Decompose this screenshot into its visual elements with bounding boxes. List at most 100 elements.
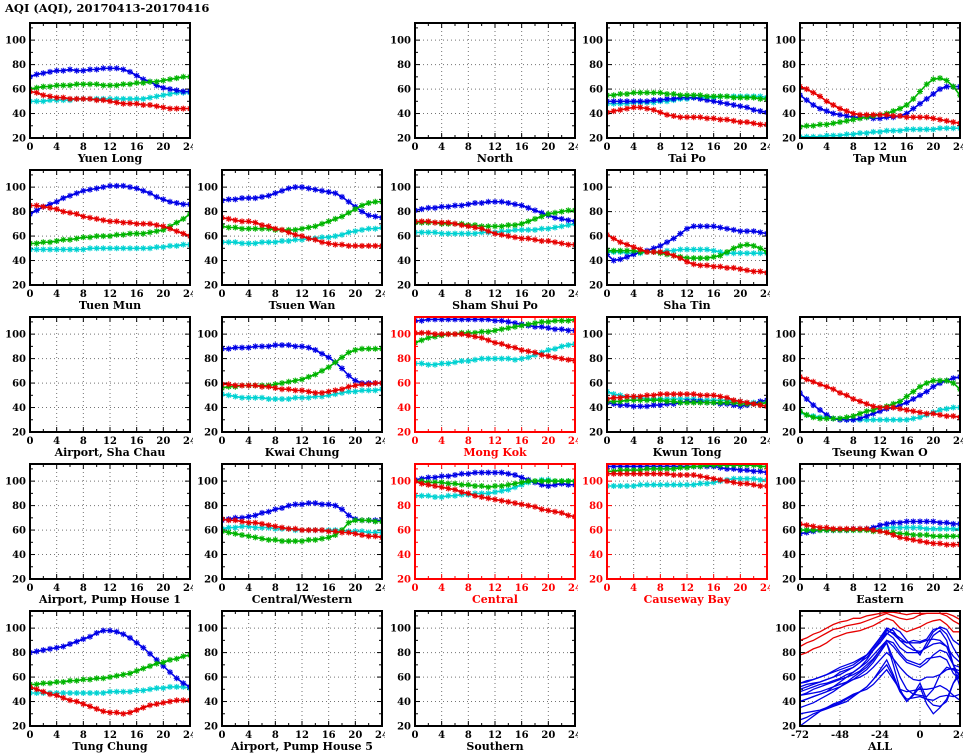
axis-tick-label: 0: [219, 583, 226, 594]
axis-tick-label: 20: [348, 583, 362, 594]
axis-tick-label: 0: [604, 583, 611, 594]
axis-tick-label: 40: [397, 697, 411, 708]
axis-tick-label: 100: [390, 183, 411, 194]
axis-tick-label: 80: [589, 354, 603, 365]
axis-tick-label: 80: [12, 648, 26, 659]
axis-tick-label: 20: [541, 142, 555, 153]
axis-tick-label: 80: [782, 354, 796, 365]
axis-tick-label: 16: [707, 436, 721, 447]
axis-tick-label: 24: [375, 436, 385, 447]
subplot-title: Tseung Kwan O: [832, 446, 928, 459]
subplot-sham-shui-po: 20 40 60 80 100 0 4 8 12 16 20 24 Sham Shui Po: [390, 169, 578, 312]
series-group: [799, 75, 961, 139]
axis-tick-label: 12: [488, 730, 502, 741]
axis-tick-label: 40: [782, 697, 796, 708]
axis-tick-label: 4: [53, 436, 60, 447]
axis-tick-label: 24: [760, 436, 770, 447]
axis-tick-label: 20: [12, 722, 26, 733]
axis-tick-label: 4: [438, 730, 445, 741]
series-group: [414, 469, 576, 520]
axis-tick-label: 20: [541, 583, 555, 594]
axis-tick-label: 16: [515, 730, 529, 741]
axis-tick-label: 20: [589, 428, 603, 439]
axis-tick-label: 0: [412, 730, 419, 741]
axis-tick-label: 24: [183, 436, 193, 447]
axis-tick-label: 20: [156, 730, 170, 741]
axis-tick-label: 16: [130, 730, 144, 741]
subplot-title: North: [477, 152, 513, 165]
axis-tick-label: 40: [12, 256, 26, 267]
axis-tick-label: 4: [438, 583, 445, 594]
axis-tick-label: 80: [397, 207, 411, 218]
axis-tick-label: 40: [204, 256, 218, 267]
axis-tick-label: 80: [12, 60, 26, 71]
summary-red-line-1: [799, 612, 961, 648]
axis-labels: 20 40 60 80 100 0 4 8 12 16 20 24 Tung Chung: [5, 624, 193, 753]
axis-tick-label: 12: [103, 583, 117, 594]
axis-tick-label: 0: [219, 436, 226, 447]
axis-tick-label: 20: [204, 428, 218, 439]
summary-blue-line-12: [799, 668, 961, 727]
subplot-title: Tung Chung: [72, 740, 147, 753]
axis-tick-label: 0: [27, 730, 34, 741]
axis-tick-label: 20: [397, 134, 411, 145]
axis-tick-label: 8: [272, 583, 279, 594]
axis-tick-label: 20: [348, 730, 362, 741]
axis-tick-label: 60: [12, 85, 26, 96]
axis-tick-label: 80: [397, 648, 411, 659]
axis-tick-label: 4: [53, 730, 60, 741]
subplot-yuen-long: 20 40 60 80 100 0 4 8 12 16 20 24 Yuen Long: [5, 22, 193, 165]
axis-tick-label: 16: [707, 142, 721, 153]
axis-labels: 20 40 60 80 100 0 4 8 12 16 20 24Airport, Pump Hous…: [5, 477, 193, 606]
axis-tick-label: 60: [12, 526, 26, 537]
axis-tick-label: 20: [926, 583, 940, 594]
axis-tick-label: 8: [657, 436, 664, 447]
axis-tick-label: 8: [850, 583, 857, 594]
axis-labels: 20 40 60 80 100 0 4 8 12 16 20 24 Sham Shui Po: [390, 183, 578, 312]
axis-tick-label: 40: [589, 403, 603, 414]
axis-labels: 20 40 60 80 100 0 4 8 12 16 20 24 Tuen Mun: [5, 183, 193, 312]
subplot-title: Tuen Mun: [79, 299, 141, 312]
axis-tick-label: 0: [604, 436, 611, 447]
axis-tick-label: 16: [322, 436, 336, 447]
axis-labels: 20 40 60 80 100 0 4 8 12 16 20 24 Kwai Chung: [197, 330, 385, 459]
subplot-title: Kwai Chung: [265, 446, 340, 459]
plot-frame: [606, 169, 768, 286]
axis-tick-label: 16: [900, 583, 914, 594]
axis-tick-label: 20: [541, 730, 555, 741]
axis-tick-label: 100: [5, 624, 26, 635]
axis-tick-label: 100: [197, 183, 218, 194]
axis-tick-label: 8: [465, 142, 472, 153]
axis-tick-label: 12: [103, 142, 117, 153]
axis-tick-label: 60: [12, 673, 26, 684]
axis-tick-label: 40: [204, 697, 218, 708]
axis-tick-label: 24: [183, 289, 193, 300]
axis-tick-label: 4: [438, 289, 445, 300]
axis-tick-label: 100: [775, 330, 796, 341]
grid: [415, 611, 575, 726]
series-group: [221, 500, 383, 545]
axis-labels: 20 40 60 80 100 0 4 8 12 16 20 24 Tsuen Wan: [197, 183, 385, 312]
axis-tick-label: 24: [760, 583, 770, 594]
axis-tick-label: 4: [53, 142, 60, 153]
axis-tick-label: 16: [130, 289, 144, 300]
series-group: [221, 342, 383, 402]
axis-tick-label: 20: [541, 436, 555, 447]
axis-tick-label: 80: [397, 354, 411, 365]
axis-tick-label: 100: [197, 477, 218, 488]
axis-labels: 20 40 60 80 100 0 4 8 12 16 20 24 Tai Po: [582, 36, 770, 165]
axis-tick-label: 60: [589, 85, 603, 96]
axis-tick-label: 8: [272, 730, 279, 741]
axis-tick-label: 16: [130, 583, 144, 594]
plot-frame: [414, 463, 576, 580]
axis-tick-label: 60: [589, 526, 603, 537]
axis-tick-label: 40: [397, 403, 411, 414]
axis-tick-label: 20: [397, 281, 411, 292]
axis-labels: 20 40 60 80 100 0 4 8 12 16 20 24 Yuen Long: [5, 36, 193, 165]
axis-tick-label: 16: [515, 142, 529, 153]
axis-tick-label: 4: [245, 730, 252, 741]
subplot-southern: 20 40 60 80 100 0 4 8 12 16 20 24 Southern: [390, 610, 578, 753]
axis-tick-label: 20: [348, 436, 362, 447]
axis-tick-label: 8: [80, 436, 87, 447]
axis-tick-label: 12: [680, 142, 694, 153]
